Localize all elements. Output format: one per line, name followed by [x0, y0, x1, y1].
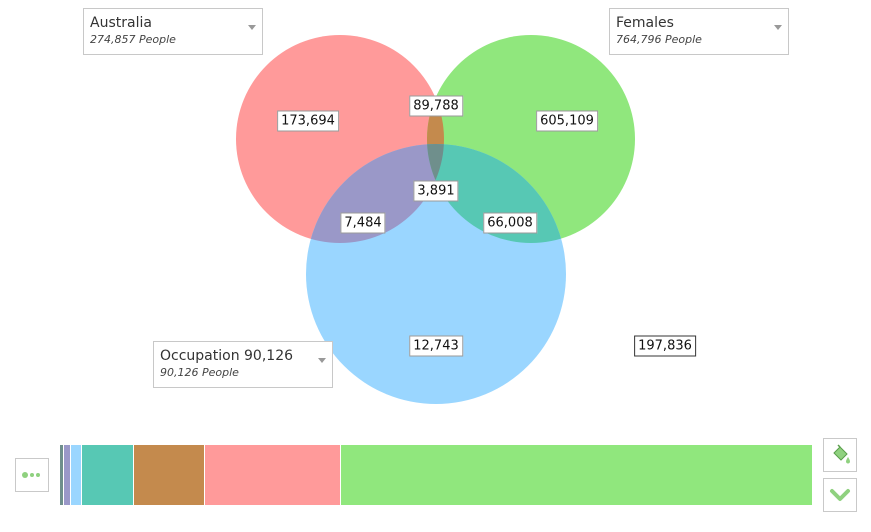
region-b-c-label: 66,008: [483, 212, 537, 234]
distribution-bar: [60, 445, 812, 505]
bar-segment-a-b-c[interactable]: [60, 445, 64, 505]
chevron-down-icon: [318, 358, 326, 363]
bar-segment-c-only[interactable]: [70, 445, 81, 505]
bar-segment-a-only[interactable]: [204, 445, 341, 505]
set-b-count: 764,796 People: [616, 33, 702, 46]
set-c-count: 90,126 People: [160, 366, 239, 379]
region-a-c-label: 7,484: [340, 212, 386, 234]
more-options-button[interactable]: [15, 458, 49, 492]
set-c-selector[interactable]: Occupation 90,126 90,126 People: [153, 341, 333, 388]
chevron-down-icon: [830, 489, 850, 501]
region-b-only-label: 605,109: [536, 110, 598, 132]
set-a-selector[interactable]: Australia 274,857 People: [83, 8, 263, 55]
paint-bucket-icon: [833, 444, 850, 464]
set-b-name: Females: [616, 15, 674, 31]
bar-segment-b-c[interactable]: [81, 445, 134, 505]
set-a-name: Australia: [90, 15, 152, 31]
set-c-name: Occupation 90,126: [160, 348, 294, 364]
region-a-b-c-label: 3,891: [413, 180, 459, 202]
region-a-only-label: 173,694: [277, 110, 339, 132]
bar-segment-b-only[interactable]: [341, 445, 812, 505]
more-dots-icon: [22, 472, 40, 478]
region-none-label: 197,836: [634, 335, 696, 357]
chevron-down-icon: [774, 25, 782, 30]
set-b-selector[interactable]: Females 764,796 People: [609, 8, 789, 55]
collapse-button[interactable]: [823, 478, 857, 512]
region-a-b-label: 89,788: [409, 95, 463, 117]
region-b-c[interactable]: [306, 144, 566, 404]
region-a-c[interactable]: [306, 144, 566, 404]
chevron-down-icon: [248, 25, 256, 30]
region-c-only-label: 12,743: [409, 335, 463, 357]
set-a-count: 274,857 People: [90, 33, 176, 46]
bar-segment-a-b[interactable]: [134, 445, 204, 505]
color-fill-button[interactable]: [823, 438, 857, 472]
bar-segment-a-c[interactable]: [64, 445, 70, 505]
